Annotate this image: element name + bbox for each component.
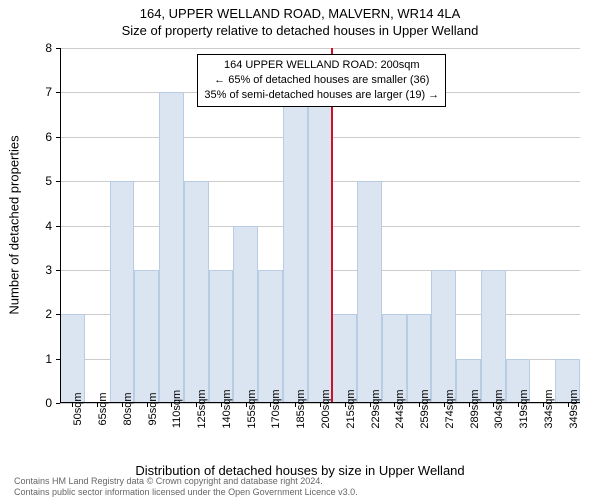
y-tick-label: 1: [45, 352, 52, 366]
annotation-line: 35% of semi-detached houses are larger (…: [204, 88, 439, 103]
y-tick-label: 5: [45, 174, 52, 188]
x-tick-label: 140sqm: [221, 389, 233, 428]
x-tick-label: 244sqm: [394, 389, 406, 428]
bar: [110, 181, 135, 403]
bar: [209, 270, 234, 403]
y-tick-label: 2: [45, 307, 52, 321]
y-tick-mark: [56, 403, 60, 404]
x-tick-label: 80sqm: [122, 392, 134, 425]
x-tick-label: 334sqm: [543, 389, 555, 428]
x-tick-label: 50sqm: [72, 392, 84, 425]
x-tick-label: 170sqm: [270, 389, 282, 428]
bar: [134, 270, 159, 403]
x-tick-label: 319sqm: [518, 389, 530, 428]
x-tick-label: 274sqm: [444, 389, 456, 428]
bar: [60, 314, 85, 403]
x-tick-label: 155sqm: [246, 389, 258, 428]
bar: [283, 92, 308, 403]
y-axis: [60, 48, 61, 403]
x-tick-label: 110sqm: [171, 390, 183, 428]
x-tick-label: 259sqm: [419, 389, 431, 428]
y-tick-label: 7: [45, 85, 52, 99]
x-tick-label: 125sqm: [196, 389, 208, 428]
annotation-box: 164 UPPER WELLAND ROAD: 200sqm← 65% of d…: [197, 54, 446, 107]
x-tick-label: 229sqm: [370, 389, 382, 428]
x-tick-label: 289sqm: [469, 389, 481, 428]
y-tick-label: 3: [45, 263, 52, 277]
bar: [357, 181, 382, 403]
x-tick-label: 349sqm: [568, 389, 580, 428]
chart-title-main: 164, UPPER WELLAND ROAD, MALVERN, WR14 4…: [0, 0, 600, 21]
y-tick-label: 8: [45, 41, 52, 55]
y-tick-label: 4: [45, 219, 52, 233]
x-tick-label: 304sqm: [493, 389, 505, 428]
chart-title-sub: Size of property relative to detached ho…: [0, 21, 600, 38]
x-tick-label: 185sqm: [295, 389, 307, 428]
annotation-line: ← 65% of detached houses are smaller (36…: [204, 73, 439, 88]
bar: [258, 270, 283, 403]
y-tick-label: 6: [45, 130, 52, 144]
plot-area: 01234567850sqm65sqm80sqm95sqm110sqm125sq…: [60, 48, 580, 403]
bar: [159, 92, 184, 403]
footer-line-1: Contains HM Land Registry data © Crown c…: [14, 476, 358, 487]
x-axis: [60, 402, 580, 403]
x-tick-label: 215sqm: [345, 389, 357, 428]
bar: [431, 270, 456, 403]
footer-note: Contains HM Land Registry data © Crown c…: [14, 476, 358, 499]
footer-line-2: Contains public sector information licen…: [14, 487, 358, 498]
bar: [233, 226, 258, 404]
y-axis-label: Number of detached properties: [7, 135, 22, 314]
bar: [184, 181, 209, 403]
bar: [481, 270, 506, 403]
gridline: [60, 48, 580, 49]
annotation-line: 164 UPPER WELLAND ROAD: 200sqm: [204, 58, 439, 73]
x-tick-label: 200sqm: [320, 389, 332, 428]
y-tick-label: 0: [45, 396, 52, 410]
x-tick-label: 95sqm: [147, 392, 159, 425]
bar: [308, 92, 333, 403]
x-tick-label: 65sqm: [97, 392, 109, 425]
